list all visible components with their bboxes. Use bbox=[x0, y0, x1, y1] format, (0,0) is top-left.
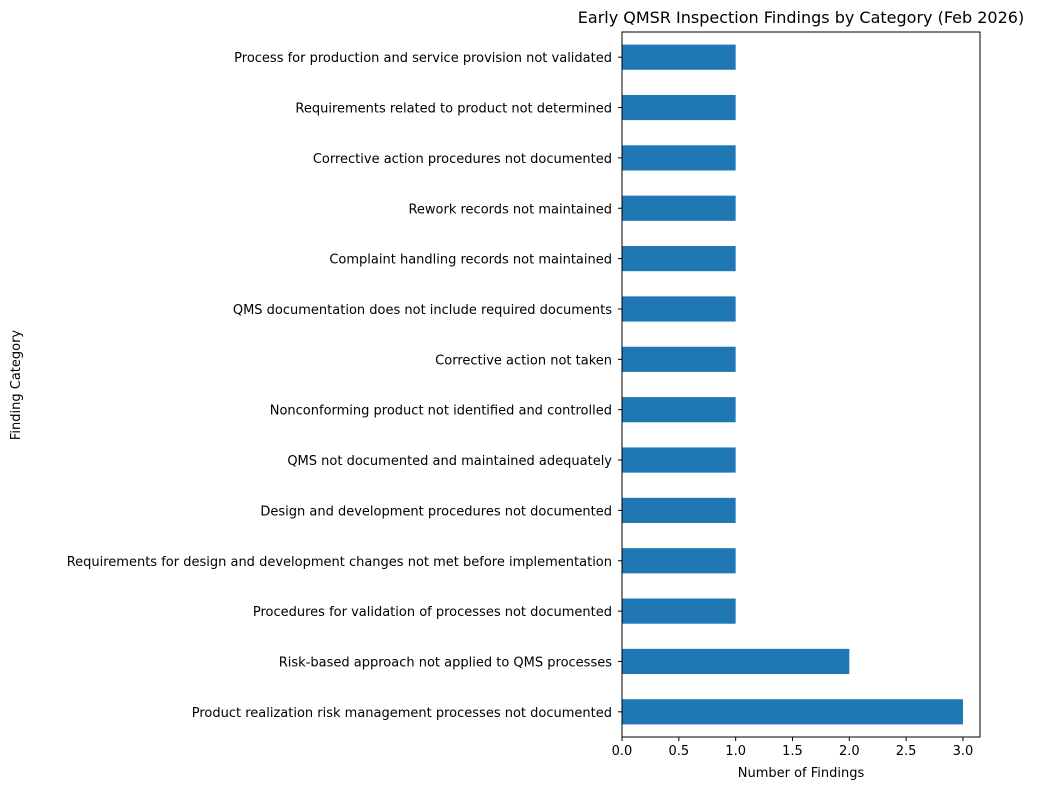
bar bbox=[622, 195, 736, 221]
bar bbox=[622, 44, 736, 70]
x-tick-label: 0.5 bbox=[668, 744, 689, 759]
x-axis-label: Number of Findings bbox=[738, 766, 865, 781]
y-tick-label: Requirements for design and development … bbox=[67, 555, 612, 570]
y-tick-label: Complaint handling records not maintaine… bbox=[329, 253, 612, 268]
bar bbox=[622, 497, 736, 523]
y-axis-ticks: Process for production and service provi… bbox=[67, 51, 622, 721]
y-tick-label: Design and development procedures not do… bbox=[260, 504, 612, 519]
x-tick-label: 0.0 bbox=[612, 744, 633, 759]
bar bbox=[622, 246, 736, 272]
bar bbox=[622, 346, 736, 372]
x-tick-label: 3.0 bbox=[953, 744, 974, 759]
y-tick-label: Requirements related to product not dete… bbox=[295, 102, 612, 117]
bars-layer bbox=[622, 44, 963, 725]
bar bbox=[622, 447, 736, 473]
y-tick-label: Product realization risk management proc… bbox=[192, 706, 612, 721]
bar bbox=[622, 548, 736, 574]
x-tick-label: 1.0 bbox=[725, 744, 746, 759]
y-tick-label: Rework records not maintained bbox=[408, 202, 612, 217]
bar bbox=[622, 94, 736, 121]
y-tick-label: Nonconforming product not identified and… bbox=[270, 404, 612, 419]
bar bbox=[622, 648, 850, 675]
y-tick-label: Procedures for validation of processes n… bbox=[253, 605, 612, 620]
chart-title: Early QMSR Inspection Findings by Catego… bbox=[578, 8, 1024, 27]
bar bbox=[622, 699, 963, 725]
x-tick-label: 2.0 bbox=[839, 744, 860, 759]
y-tick-label: Process for production and service provi… bbox=[234, 51, 612, 66]
bar bbox=[622, 598, 736, 624]
y-tick-label: QMS not documented and maintained adequa… bbox=[287, 454, 612, 469]
x-tick-label: 1.5 bbox=[782, 744, 803, 759]
x-axis-ticks: 0.0 0.5 1.0 1.5 2.0 2.5 3.0 bbox=[612, 737, 974, 759]
y-axis-label: Finding Category bbox=[9, 330, 24, 441]
bar bbox=[622, 296, 736, 322]
bar bbox=[622, 145, 736, 171]
y-tick-label: Risk-based approach not applied to QMS p… bbox=[279, 655, 612, 670]
y-tick-label: Corrective action procedures not documen… bbox=[313, 152, 612, 167]
axes-frame bbox=[621, 31, 981, 738]
y-tick-label: QMS documentation does not include requi… bbox=[233, 303, 612, 318]
bar bbox=[622, 397, 736, 423]
x-tick-label: 2.5 bbox=[896, 744, 917, 759]
y-tick-label: Corrective action not taken bbox=[435, 353, 612, 368]
